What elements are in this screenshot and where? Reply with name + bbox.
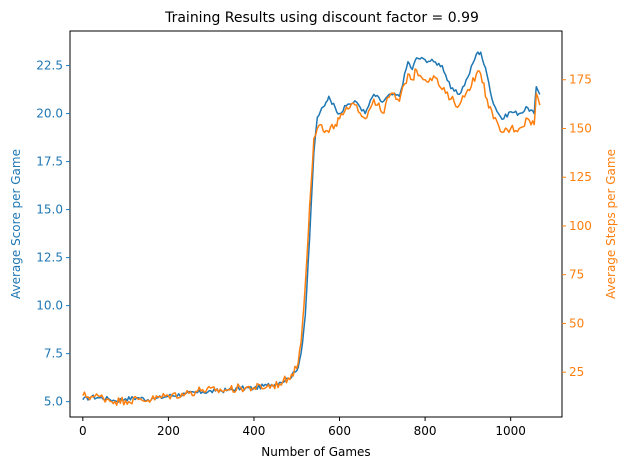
- left-tick-label: 7.5: [44, 347, 63, 361]
- left-tick-label: 12.5: [36, 251, 63, 265]
- right-tick-label: 75: [569, 268, 584, 282]
- left-tick-label: 10.0: [36, 299, 63, 313]
- right-tick-label: 175: [569, 73, 592, 87]
- left-tick-label: 17.5: [36, 155, 63, 169]
- x-tick-label: 1000: [495, 424, 526, 438]
- right-tick-label: 125: [569, 170, 592, 184]
- x-tick-label: 600: [328, 424, 351, 438]
- right-tick-label: 100: [569, 219, 592, 233]
- left-y-axis-label: Average Score per Game: [9, 149, 23, 299]
- chart-title: Training Results using discount factor =…: [164, 10, 479, 26]
- left-tick-label: 22.5: [36, 59, 63, 73]
- left-tick-label: 20.0: [36, 107, 63, 121]
- right-y-axis-label: Average Steps per Game: [604, 149, 618, 299]
- left-tick-label: 5.0: [44, 395, 63, 409]
- series-layer: [82, 51, 541, 406]
- x-tick-label: 200: [157, 424, 180, 438]
- right-tick-label: 25: [569, 365, 584, 379]
- x-tick-label: 400: [243, 424, 266, 438]
- right-y-axis: 25 50 75 100 125 150 175: [562, 73, 592, 379]
- x-axis-label: Number of Games: [261, 445, 370, 459]
- plot-frame: [69, 30, 563, 418]
- x-tick-label: 0: [79, 424, 87, 438]
- series-line-right: [82, 68, 541, 406]
- right-tick-label: 150: [569, 121, 592, 135]
- left-y-axis: 5.0 7.5 10.0 12.5 15.0 17.5 20.0 22.5: [36, 59, 70, 409]
- x-axis: 0 200 400 600 800 1000: [79, 417, 526, 438]
- right-tick-label: 50: [569, 316, 584, 330]
- x-tick-label: 800: [414, 424, 437, 438]
- left-tick-label: 15.0: [36, 203, 63, 217]
